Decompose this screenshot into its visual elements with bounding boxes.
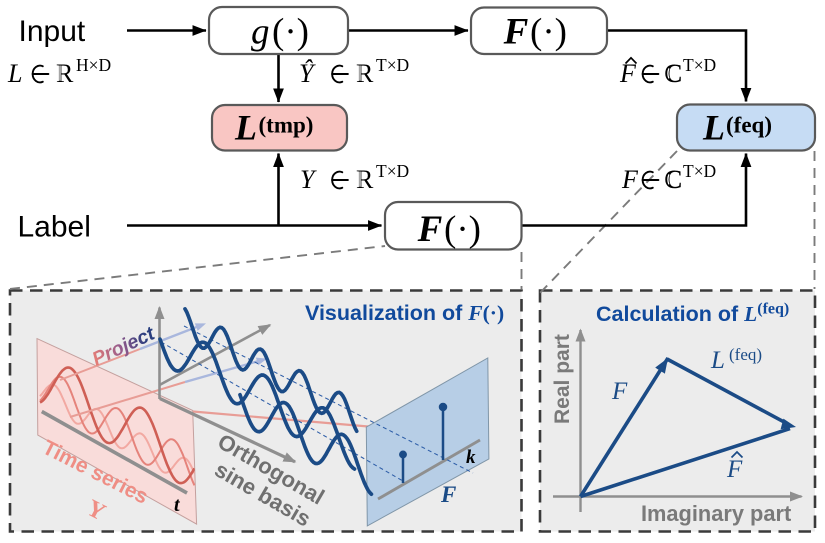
svg-text:(·): (·) <box>530 12 567 53</box>
svg-text:F: F <box>503 12 529 53</box>
svg-text:Imaginary part: Imaginary part <box>641 501 791 526</box>
svg-text:Real part: Real part <box>551 334 574 424</box>
svg-text:T×D: T×D <box>376 161 409 181</box>
svg-text:T×D: T×D <box>683 55 716 75</box>
svg-text:H×D: H×D <box>76 55 111 75</box>
svg-text:(feq): (feq) <box>726 113 772 138</box>
svg-text:R: R <box>56 59 74 88</box>
svg-text:F: F <box>611 378 628 405</box>
svg-text:Ŷ: Ŷ <box>299 59 316 88</box>
svg-text:L: L <box>710 347 725 374</box>
svg-text:F: F <box>726 456 743 483</box>
svg-text:F: F <box>440 482 456 507</box>
svg-text:L: L <box>7 59 22 88</box>
svg-text:t: t <box>174 494 181 516</box>
svg-text:Y: Y <box>300 165 317 194</box>
svg-text:(·): (·) <box>272 12 309 53</box>
svg-text:C: C <box>664 59 683 88</box>
svg-text:C: C <box>664 165 683 194</box>
svg-text:(·): (·) <box>444 209 481 250</box>
svg-text:R: R <box>356 59 374 88</box>
svg-text:F: F <box>417 209 443 250</box>
svg-text:R: R <box>356 165 374 194</box>
svg-text:g: g <box>251 12 270 53</box>
svg-text:L: L <box>702 108 725 148</box>
svg-text:Visualization of F(·): Visualization of F(·) <box>305 301 504 325</box>
svg-text:F: F <box>619 59 637 88</box>
svg-text:Calculation of L(feq): Calculation of L(feq) <box>596 301 789 327</box>
svg-text:(feq): (feq) <box>729 345 762 364</box>
svg-text:L: L <box>234 108 257 148</box>
svg-text:Input: Input <box>19 15 86 48</box>
svg-text:T×D: T×D <box>376 55 409 75</box>
svg-text:k: k <box>466 447 476 468</box>
svg-text:Label: Label <box>18 211 91 244</box>
svg-text:T×D: T×D <box>683 161 716 181</box>
svg-text:(tmp): (tmp) <box>259 113 314 138</box>
svg-text:F: F <box>621 165 639 194</box>
